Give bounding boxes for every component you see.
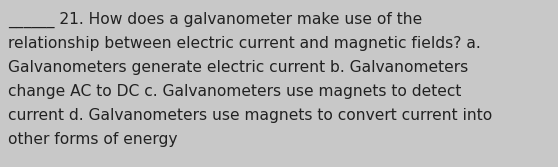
Text: Galvanometers generate electric current b. Galvanometers: Galvanometers generate electric current … (8, 60, 468, 75)
Text: relationship between electric current and magnetic fields? a.: relationship between electric current an… (8, 36, 481, 51)
Text: current d. Galvanometers use magnets to convert current into: current d. Galvanometers use magnets to … (8, 108, 492, 123)
Text: change AC to DC c. Galvanometers use magnets to detect: change AC to DC c. Galvanometers use mag… (8, 84, 461, 99)
Text: ______ 21. How does a galvanometer make use of the: ______ 21. How does a galvanometer make … (8, 12, 422, 28)
Text: other forms of energy: other forms of energy (8, 132, 177, 147)
